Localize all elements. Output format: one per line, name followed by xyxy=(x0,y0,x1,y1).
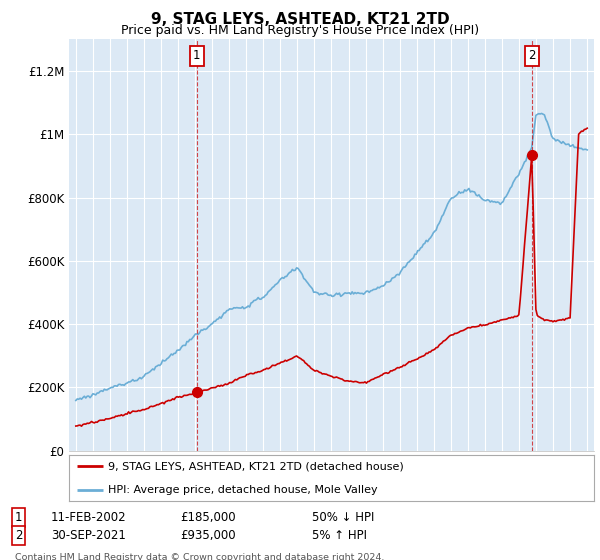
Text: £185,000: £185,000 xyxy=(180,511,236,524)
Text: 11-FEB-2002: 11-FEB-2002 xyxy=(51,511,127,524)
Text: 1: 1 xyxy=(15,511,23,524)
Text: 2: 2 xyxy=(528,49,536,63)
Text: 9, STAG LEYS, ASHTEAD, KT21 2TD: 9, STAG LEYS, ASHTEAD, KT21 2TD xyxy=(151,12,449,27)
Text: 50% ↓ HPI: 50% ↓ HPI xyxy=(312,511,374,524)
Text: 30-SEP-2021: 30-SEP-2021 xyxy=(51,529,126,543)
Text: 5% ↑ HPI: 5% ↑ HPI xyxy=(312,529,367,543)
Text: 1: 1 xyxy=(193,49,200,63)
Text: Price paid vs. HM Land Registry's House Price Index (HPI): Price paid vs. HM Land Registry's House … xyxy=(121,24,479,37)
Text: HPI: Average price, detached house, Mole Valley: HPI: Average price, detached house, Mole… xyxy=(109,485,378,494)
Text: Contains HM Land Registry data © Crown copyright and database right 2024.
This d: Contains HM Land Registry data © Crown c… xyxy=(15,553,385,560)
Text: 2: 2 xyxy=(15,529,23,543)
Text: 9, STAG LEYS, ASHTEAD, KT21 2TD (detached house): 9, STAG LEYS, ASHTEAD, KT21 2TD (detache… xyxy=(109,461,404,472)
Text: £935,000: £935,000 xyxy=(180,529,236,543)
